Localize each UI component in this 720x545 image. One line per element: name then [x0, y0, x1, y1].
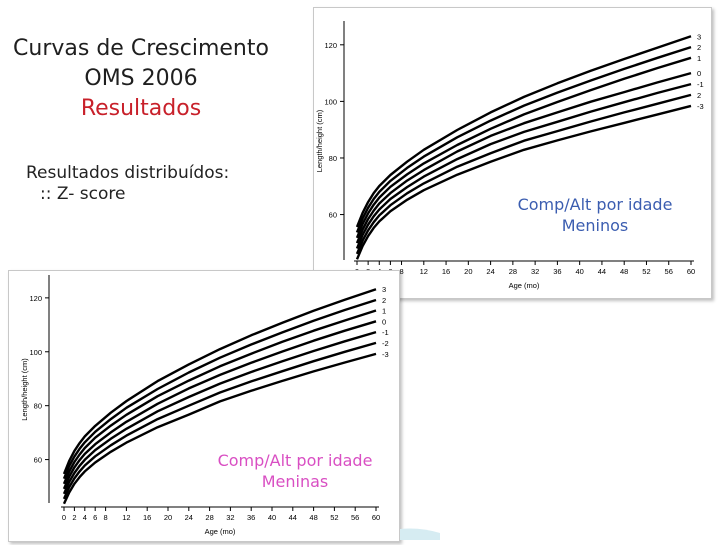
x-tick-label: 36 — [247, 513, 255, 522]
x-tick-label: 12 — [122, 513, 130, 522]
caption-girls-line-2: Meninas — [261, 472, 329, 491]
x-tick-label: 36 — [553, 267, 561, 276]
series-line — [62, 320, 377, 490]
caption-girls-line-1: Comp/Alt por idade — [217, 451, 373, 470]
x-tick-label: 2 — [72, 513, 76, 522]
x-tick-label: 20 — [464, 267, 472, 276]
series-line — [62, 288, 377, 475]
y-tick-label: 100 — [29, 348, 42, 357]
x-tick-label: 52 — [642, 267, 650, 276]
x-tick-label: 44 — [598, 267, 606, 276]
x-tick-label: 32 — [531, 267, 539, 276]
x-tick-label: 56 — [351, 513, 359, 522]
y-tick-label: 80 — [34, 402, 42, 411]
x-tick-label: 48 — [309, 513, 317, 522]
series-line — [355, 56, 692, 239]
series-line — [355, 82, 692, 249]
x-axis-label: Age (mo) — [205, 527, 236, 536]
y-axis-label: Length/height (cm) — [20, 358, 29, 421]
x-tick-label: 20 — [164, 513, 172, 522]
series-label: 2 — [697, 43, 701, 52]
x-tick-label: 40 — [575, 267, 583, 276]
series-line — [355, 35, 692, 228]
series-label: 1 — [697, 54, 701, 63]
x-tick-label: 28 — [509, 267, 517, 276]
series-line — [355, 71, 692, 244]
body-text-line-1: Resultados distribuídos: — [26, 163, 230, 183]
y-axis-label: Length/height (cm) — [315, 109, 324, 172]
caption-boys: Comp/Alt por idade Meninos — [500, 194, 690, 236]
x-tick-label: 16 — [442, 267, 450, 276]
x-tick-label: 60 — [372, 513, 380, 522]
x-tick-label: 0 — [62, 513, 66, 522]
series-line — [62, 352, 377, 505]
x-tick-label: 24 — [486, 267, 494, 276]
chart-panel-boys: 6080100120024681216202428323640444852566… — [313, 7, 712, 299]
growth-chart-boys: 6080100120024681216202428323640444852566… — [315, 21, 704, 290]
caption-girls: Comp/Alt por idade Meninas — [200, 450, 390, 492]
series-label: 0 — [697, 69, 701, 78]
series-line — [355, 45, 692, 233]
x-tick-label: 44 — [289, 513, 297, 522]
chart-panel-girls: 60 80 100 120 0 2 4 6 8 12 16 20 24 28 32 36 40 44 48 52 56 6… — [8, 270, 400, 542]
series-line — [62, 309, 377, 485]
series-line — [62, 298, 377, 480]
slide-section-title: Resultados — [80, 96, 202, 121]
x-tick-label: 28 — [205, 513, 213, 522]
x-tick-label: 8 — [399, 267, 403, 276]
slide-title: Curvas de Crescimento — [13, 36, 269, 61]
x-tick-label: 48 — [620, 267, 628, 276]
x-tick-label: 52 — [330, 513, 338, 522]
series-label: 1 — [382, 307, 386, 316]
series-label: -2 — [382, 339, 389, 348]
series-line — [62, 330, 377, 495]
y-tick-label: 100 — [324, 97, 337, 106]
y-tick-label: 120 — [29, 294, 42, 303]
x-tick-label: 24 — [185, 513, 193, 522]
series-label: -3 — [382, 350, 389, 359]
x-tick-label: 40 — [268, 513, 276, 522]
series-label: 3 — [697, 32, 701, 41]
caption-boys-line-1: Comp/Alt por idade — [517, 195, 673, 214]
series-line — [62, 341, 377, 500]
x-tick-label: 8 — [104, 513, 108, 522]
series-label: -1 — [697, 80, 704, 89]
body-text-line-2: :: Z- score — [40, 184, 126, 204]
series-label: 0 — [382, 317, 386, 326]
series-label: 2 — [382, 296, 386, 305]
decorative-swoosh — [400, 528, 440, 540]
caption-boys-line-2: Meninos — [561, 216, 629, 235]
series-line — [355, 93, 692, 255]
y-tick-label: 60 — [34, 456, 42, 465]
slide-subtitle: OMS 2006 — [84, 66, 198, 91]
y-tick-label: 80 — [329, 154, 337, 163]
x-tick-label: 12 — [420, 267, 428, 276]
series-line — [355, 104, 692, 260]
series-label: -3 — [697, 102, 704, 111]
y-tick-label: 60 — [329, 211, 337, 220]
x-tick-label: 6 — [93, 513, 97, 522]
x-tick-label: 4 — [83, 513, 87, 522]
y-tick-label: 120 — [324, 41, 337, 50]
x-tick-label: 16 — [143, 513, 151, 522]
series-label: 2 — [697, 91, 701, 100]
series-label: -1 — [382, 328, 389, 337]
x-axis-label: Age (mo) — [509, 281, 540, 290]
x-tick-label: 60 — [687, 267, 695, 276]
series-label: 3 — [382, 285, 386, 294]
x-tick-label: 56 — [665, 267, 673, 276]
x-tick-label: 32 — [226, 513, 234, 522]
